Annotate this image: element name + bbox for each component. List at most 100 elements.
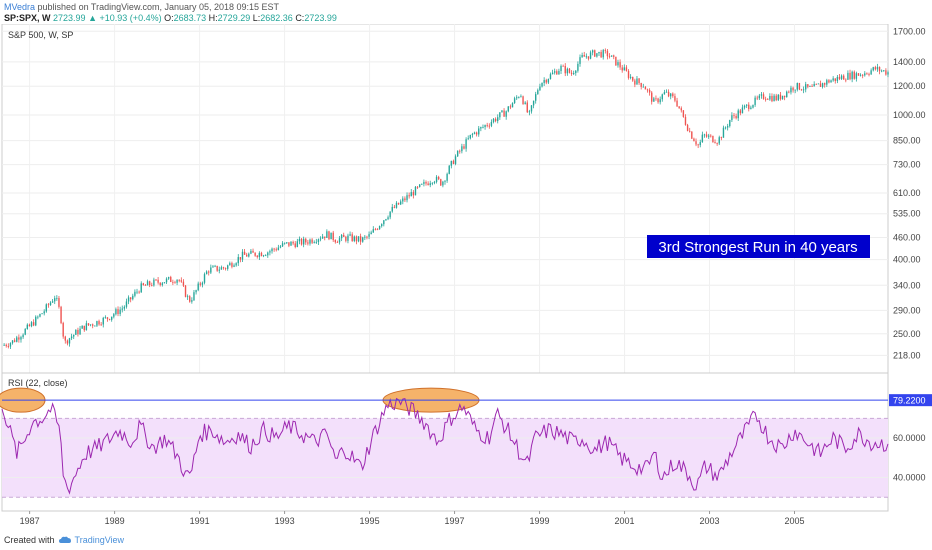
candle-body: [13, 340, 16, 342]
candle-body: [482, 127, 484, 128]
candle-body: [876, 66, 879, 70]
candle-body: [800, 89, 803, 91]
candle-body: [83, 325, 85, 331]
candle-body: [634, 80, 636, 85]
candle-body: [796, 83, 798, 90]
candle-body: [262, 255, 265, 257]
candle-body: [828, 80, 830, 83]
low-value: 2682.36: [260, 13, 293, 23]
candle-body: [712, 135, 714, 143]
publisher-link[interactable]: MVedra: [4, 2, 36, 12]
candle-body: [743, 105, 746, 108]
candle-body: [332, 232, 334, 241]
candle-body: [60, 306, 62, 323]
candle-body: [777, 94, 780, 101]
candle-body: [134, 291, 136, 296]
candle-body: [343, 234, 345, 237]
candle-body: [760, 94, 763, 96]
candle-body: [366, 236, 368, 238]
candle-body: [172, 281, 174, 283]
rsi-y-axis[interactable]: 60.0000 40.0000 79.2200: [889, 394, 932, 482]
candle-body: [845, 79, 847, 81]
candle-body: [123, 306, 126, 309]
candle-body: [45, 304, 47, 312]
candle-body: [745, 104, 748, 106]
candle-body: [281, 243, 284, 247]
candle-body: [250, 250, 252, 254]
candle-body: [583, 55, 585, 57]
candle-body: [184, 285, 187, 297]
candle-body: [733, 115, 735, 117]
candle-body: [397, 202, 400, 205]
candle-body: [883, 70, 885, 72]
candle-body: [847, 72, 849, 80]
candle-body: [722, 127, 725, 138]
candle-body: [387, 217, 389, 220]
candle-body: [340, 234, 343, 239]
candle-body: [467, 138, 469, 140]
price-tick-label: 290.00: [893, 305, 921, 315]
candle-body: [771, 95, 773, 102]
candle-body: [670, 93, 672, 97]
candle-body: [526, 102, 528, 113]
candle-body: [594, 50, 596, 57]
candle-body: [661, 94, 663, 100]
candle-body: [551, 72, 554, 75]
candle-body: [351, 234, 353, 241]
candle-body: [568, 68, 571, 73]
candle-body: [781, 95, 784, 100]
price-pane[interactable]: [1, 24, 889, 374]
candle-body: [790, 87, 792, 93]
candle-body: [861, 74, 864, 76]
candle-body: [16, 337, 18, 342]
candle-body: [817, 83, 820, 85]
candle-body: [277, 247, 280, 251]
candle-body: [165, 278, 168, 283]
candle-body: [330, 232, 332, 240]
candle-body: [338, 238, 341, 243]
candle-body: [627, 70, 630, 78]
candle-body: [752, 104, 754, 108]
price-tick-label: 610.00: [893, 188, 921, 198]
rsi-pane-title: RSI (22, close): [8, 378, 68, 388]
candle-body: [608, 56, 611, 57]
candle-body: [87, 323, 90, 326]
time-axis[interactable]: 1987 1989 1991 1993 1995 1997 1999 2001 2003 2005: [2, 510, 888, 526]
candle-body: [235, 263, 237, 266]
candle-body: [163, 282, 166, 284]
candle-body: [450, 160, 453, 166]
candle-body: [288, 242, 290, 246]
candle-body: [359, 236, 362, 242]
candle-body: [300, 238, 303, 245]
price-y-axis[interactable]: 1700.00 1400.00 1200.00 1000.00 850.00 730.00…: [893, 26, 926, 360]
candle-body: [203, 274, 206, 283]
candle-body: [252, 250, 254, 253]
candle-body: [602, 50, 604, 58]
candle-body: [619, 62, 621, 68]
candle-body: [764, 98, 767, 100]
candle-body: [210, 267, 212, 273]
candle-body: [400, 201, 402, 205]
candle-body: [644, 86, 647, 90]
candle-body: [454, 156, 457, 164]
candle-body: [364, 236, 366, 238]
candle-body: [575, 70, 577, 74]
price-chart[interactable]: S&P 500, W, SP 1700.00 1400.00 1200.00 1000…: [0, 24, 932, 529]
candle-body: [75, 329, 77, 335]
candle-body: [632, 76, 634, 81]
candle-body: [868, 74, 870, 75]
candle-body: [617, 62, 619, 66]
candle-body: [490, 121, 493, 126]
candle-body: [667, 91, 670, 97]
candle-body: [870, 70, 872, 75]
candle-body: [81, 325, 83, 329]
candle-body: [558, 70, 560, 75]
time-tick-label: 1991: [190, 516, 210, 526]
candle-body: [296, 241, 299, 248]
candle-body: [442, 181, 444, 186]
candle-body: [372, 229, 374, 233]
candle-body: [355, 236, 358, 242]
tradingview-link[interactable]: TradingView: [74, 535, 125, 545]
candle-body: [556, 71, 558, 75]
candle-body: [62, 322, 64, 337]
